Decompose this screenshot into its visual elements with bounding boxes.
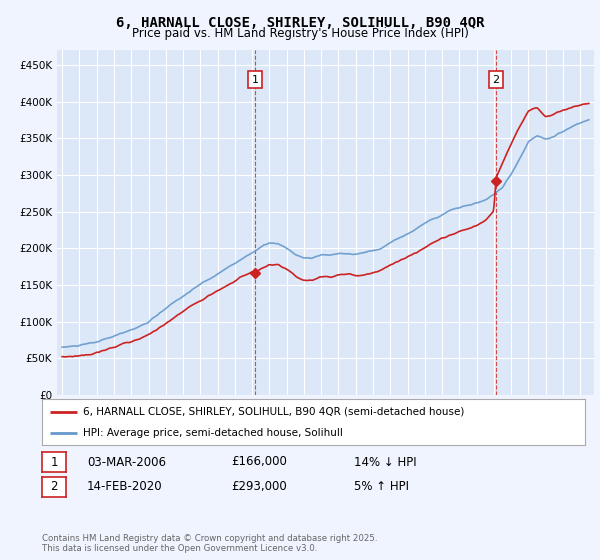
Text: 14% ↓ HPI: 14% ↓ HPI — [354, 455, 416, 469]
Text: 6, HARNALL CLOSE, SHIRLEY, SOLIHULL, B90 4QR (semi-detached house): 6, HARNALL CLOSE, SHIRLEY, SOLIHULL, B90… — [83, 407, 464, 417]
Text: 1: 1 — [251, 74, 259, 85]
Text: 2: 2 — [493, 74, 499, 85]
Text: HPI: Average price, semi-detached house, Solihull: HPI: Average price, semi-detached house,… — [83, 428, 343, 438]
Text: 2: 2 — [50, 480, 58, 493]
Text: 14-FEB-2020: 14-FEB-2020 — [87, 480, 163, 493]
Text: Contains HM Land Registry data © Crown copyright and database right 2025.
This d: Contains HM Land Registry data © Crown c… — [42, 534, 377, 553]
Text: Price paid vs. HM Land Registry's House Price Index (HPI): Price paid vs. HM Land Registry's House … — [131, 27, 469, 40]
Text: £166,000: £166,000 — [231, 455, 287, 469]
Text: 1: 1 — [50, 455, 58, 469]
Text: £293,000: £293,000 — [231, 480, 287, 493]
Text: 03-MAR-2006: 03-MAR-2006 — [87, 455, 166, 469]
Text: 6, HARNALL CLOSE, SHIRLEY, SOLIHULL, B90 4QR: 6, HARNALL CLOSE, SHIRLEY, SOLIHULL, B90… — [116, 16, 484, 30]
Text: 5% ↑ HPI: 5% ↑ HPI — [354, 480, 409, 493]
